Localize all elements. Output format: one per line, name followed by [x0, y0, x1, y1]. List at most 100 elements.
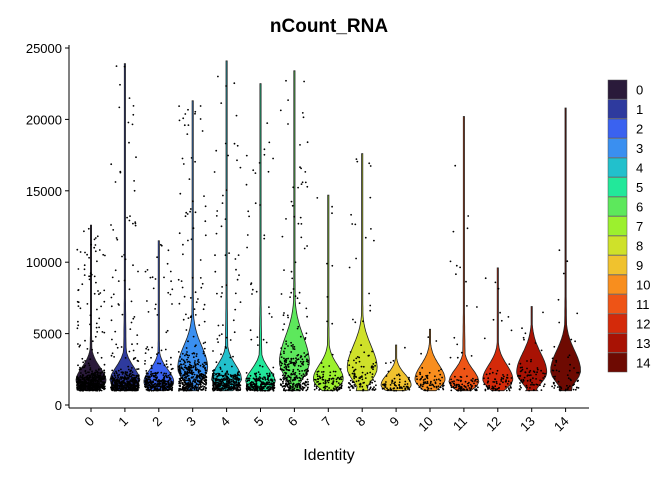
data-point	[236, 376, 238, 379]
data-point	[170, 384, 173, 386]
x-tick-label: 4	[217, 414, 233, 430]
data-point	[131, 343, 133, 346]
data-point	[163, 385, 166, 387]
data-point	[165, 372, 168, 375]
data-point	[528, 389, 530, 392]
data-point	[246, 234, 249, 236]
data-point	[282, 369, 285, 371]
data-point	[90, 384, 93, 387]
data-point	[89, 314, 92, 317]
data-point	[326, 320, 328, 323]
data-point	[327, 381, 330, 384]
data-point	[180, 280, 183, 282]
data-point	[148, 381, 151, 384]
data-point	[234, 292, 237, 295]
x-tick-label: 1	[115, 414, 131, 430]
legend-swatch	[607, 333, 628, 353]
data-point	[301, 358, 304, 361]
data-point	[77, 343, 79, 345]
data-point	[521, 366, 523, 369]
data-point	[257, 371, 260, 373]
data-point	[426, 377, 429, 380]
data-point	[149, 389, 152, 391]
data-point	[162, 382, 165, 385]
data-point	[456, 343, 459, 346]
data-point	[433, 379, 436, 381]
y-tick-label: 10000	[26, 255, 62, 270]
data-point	[95, 326, 98, 329]
data-point	[484, 389, 487, 392]
data-point	[183, 360, 186, 363]
data-point	[180, 358, 183, 361]
data-point	[426, 389, 429, 391]
data-point	[129, 328, 132, 330]
data-point	[463, 388, 466, 391]
data-point	[204, 354, 207, 357]
data-point	[553, 345, 556, 348]
data-point	[283, 269, 285, 271]
data-point	[306, 370, 309, 373]
data-point	[499, 383, 501, 386]
data-point	[305, 374, 308, 376]
data-point	[150, 356, 152, 359]
data-point	[298, 372, 301, 375]
data-point	[81, 374, 84, 376]
data-point	[435, 378, 438, 381]
data-point	[454, 375, 456, 378]
data-point	[555, 369, 558, 372]
data-point	[519, 385, 522, 387]
data-point	[128, 350, 131, 353]
data-point	[273, 387, 275, 390]
data-point	[156, 387, 159, 390]
data-point	[181, 377, 184, 380]
violins	[75, 60, 581, 392]
data-point	[192, 366, 195, 369]
data-point	[485, 373, 488, 376]
data-point	[302, 376, 304, 379]
data-point	[146, 269, 149, 271]
data-point	[205, 372, 208, 374]
data-point	[261, 388, 263, 391]
data-point	[504, 385, 507, 388]
data-point	[558, 249, 561, 252]
data-point	[117, 376, 120, 379]
data-point	[408, 378, 410, 381]
data-point	[219, 366, 222, 369]
data-point	[567, 377, 570, 380]
data-point	[369, 304, 372, 307]
data-point	[265, 341, 268, 344]
data-point	[270, 378, 273, 381]
data-point	[293, 346, 296, 348]
data-point	[268, 383, 271, 386]
data-point	[426, 386, 429, 389]
data-point	[506, 374, 509, 376]
data-point	[171, 382, 174, 385]
data-point	[89, 323, 91, 326]
data-point	[472, 377, 474, 380]
y-tick-label: 25000	[26, 41, 62, 56]
data-point	[426, 382, 429, 385]
data-point	[289, 378, 292, 380]
data-point	[166, 329, 169, 332]
data-point	[298, 370, 301, 373]
data-point	[536, 371, 538, 374]
data-point	[374, 364, 376, 367]
data-point	[426, 374, 429, 377]
data-point	[122, 380, 125, 382]
data-point	[125, 384, 128, 387]
data-point	[232, 379, 235, 381]
data-point	[171, 288, 174, 291]
data-point	[226, 378, 228, 380]
data-point	[194, 366, 197, 369]
data-point	[273, 378, 276, 381]
data-point	[110, 377, 113, 380]
data-point	[91, 370, 93, 373]
data-point	[264, 389, 267, 392]
data-point	[280, 293, 283, 295]
data-point	[103, 386, 106, 388]
data-point	[306, 358, 308, 361]
data-point	[134, 388, 137, 391]
data-point	[148, 383, 151, 386]
legend-label: 2	[636, 122, 643, 137]
data-point	[290, 344, 293, 347]
